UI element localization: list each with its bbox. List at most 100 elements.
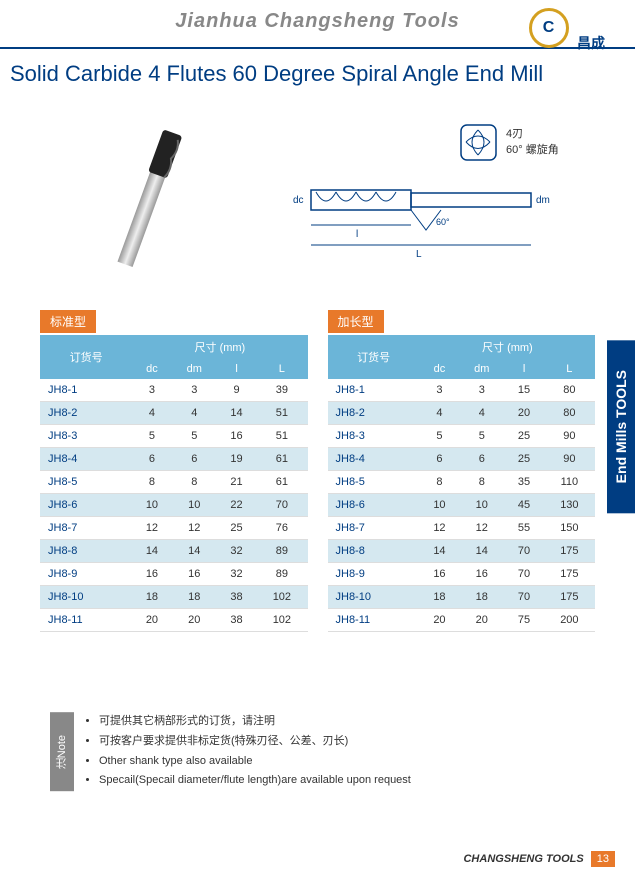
cell-pn: JH8-10: [328, 586, 420, 609]
flutes-label: 4刃: [506, 128, 523, 140]
cell-pn: JH8-2: [328, 402, 420, 425]
col-partno: 订货号: [40, 335, 132, 379]
cell-L: 175: [544, 563, 595, 586]
cell-l: 70: [504, 540, 543, 563]
svg-text:dm: dm: [536, 195, 550, 206]
cell-dc: 16: [132, 563, 171, 586]
cell-dc: 16: [420, 563, 459, 586]
cell-L: 102: [256, 586, 307, 609]
cell-dm: 8: [172, 471, 217, 494]
cell-L: 130: [544, 494, 595, 517]
table-row: JH8-6101045130: [328, 494, 596, 517]
cell-pn: JH8-1: [40, 379, 132, 402]
col-size: 尺寸 (mm): [420, 335, 595, 359]
cell-L: 51: [256, 425, 307, 448]
cell-pn: JH8-3: [40, 425, 132, 448]
page-number: 13: [591, 851, 615, 867]
svg-text:60°: 60°: [436, 217, 450, 227]
cell-dm: 8: [459, 471, 504, 494]
cell-dc: 5: [132, 425, 171, 448]
cell-l: 21: [217, 471, 256, 494]
table-row: JH8-814143289: [40, 540, 308, 563]
cell-dm: 10: [459, 494, 504, 517]
cell-dm: 6: [459, 448, 504, 471]
cell-dm: 14: [459, 540, 504, 563]
table-row: JH8-133939: [40, 379, 308, 402]
cell-dc: 10: [420, 494, 459, 517]
cell-L: 90: [544, 448, 595, 471]
col-size: 尺寸 (mm): [132, 335, 307, 359]
cell-dm: 3: [172, 379, 217, 402]
cell-dc: 6: [420, 448, 459, 471]
cell-L: 200: [544, 609, 595, 632]
table-row: JH8-9161670175: [328, 563, 596, 586]
table-row: JH8-10181838102: [40, 586, 308, 609]
cell-l: 35: [504, 471, 543, 494]
cell-L: 51: [256, 402, 307, 425]
cell-l: 14: [217, 402, 256, 425]
cell-l: 16: [217, 425, 256, 448]
table-row: JH8-610102270: [40, 494, 308, 517]
cell-L: 175: [544, 586, 595, 609]
cell-pn: JH8-9: [328, 563, 420, 586]
cell-dc: 8: [132, 471, 171, 494]
col-L: L: [256, 359, 307, 379]
svg-text:dc: dc: [293, 195, 304, 206]
cell-dm: 18: [459, 586, 504, 609]
cell-pn: JH8-5: [328, 471, 420, 494]
cell-l: 20: [504, 402, 543, 425]
cell-dc: 20: [132, 609, 171, 632]
cell-l: 70: [504, 563, 543, 586]
cell-L: 61: [256, 448, 307, 471]
note-list: 可提供其它柄部形式的订货，请注明可按客户要求提供非标定货(特殊刃径、公差、刃长)…: [84, 712, 411, 791]
footer: CHANGSHENG TOOLS 13: [463, 853, 615, 865]
cell-dm: 12: [459, 517, 504, 540]
cell-dc: 14: [132, 540, 171, 563]
cell-dc: 3: [132, 379, 171, 402]
cell-L: 76: [256, 517, 307, 540]
cell-l: 25: [504, 448, 543, 471]
table-row: JH8-11202038102: [40, 609, 308, 632]
note-tab: 注Note: [50, 712, 74, 791]
table-row: JH8-3551651: [40, 425, 308, 448]
cell-L: 61: [256, 471, 307, 494]
table-row: JH8-4661961: [40, 448, 308, 471]
cell-dc: 3: [420, 379, 459, 402]
cell-pn: JH8-11: [40, 609, 132, 632]
table-row: JH8-2441451: [40, 402, 308, 425]
table-row: JH8-11202075200: [328, 609, 596, 632]
cell-pn: JH8-7: [328, 517, 420, 540]
table-row: JH8-10181870175: [328, 586, 596, 609]
cell-L: 110: [544, 471, 595, 494]
note-item: Specail(Specail diameter/flute length)ar…: [99, 771, 411, 791]
cell-dm: 5: [459, 425, 504, 448]
cell-pn: JH8-4: [40, 448, 132, 471]
cell-l: 75: [504, 609, 543, 632]
side-tab: End Mills TOOLS: [607, 340, 635, 513]
table-row: JH8-4662590: [328, 448, 596, 471]
cell-l: 15: [504, 379, 543, 402]
cell-L: 90: [544, 425, 595, 448]
cell-dm: 14: [172, 540, 217, 563]
cell-L: 70: [256, 494, 307, 517]
cell-dm: 3: [459, 379, 504, 402]
cell-pn: JH8-1: [328, 379, 420, 402]
cell-dm: 18: [172, 586, 217, 609]
cell-l: 38: [217, 586, 256, 609]
cell-L: 102: [256, 609, 307, 632]
cell-pn: JH8-5: [40, 471, 132, 494]
svg-text:L: L: [416, 249, 422, 260]
cell-L: 150: [544, 517, 595, 540]
cell-pn: JH8-6: [40, 494, 132, 517]
cell-pn: JH8-8: [40, 540, 132, 563]
cell-l: 19: [217, 448, 256, 471]
cell-dc: 8: [420, 471, 459, 494]
cell-l: 38: [217, 609, 256, 632]
table-row: JH8-8141470175: [328, 540, 596, 563]
table2-label: 加长型: [328, 310, 384, 333]
cell-L: 89: [256, 563, 307, 586]
angle-label: 60° 螺旋角: [506, 142, 559, 156]
table-row: JH8-916163289: [40, 563, 308, 586]
images-row: 4刃 60° 螺旋角 dc dm l L 60°: [0, 95, 635, 300]
svg-text:l: l: [356, 229, 358, 240]
